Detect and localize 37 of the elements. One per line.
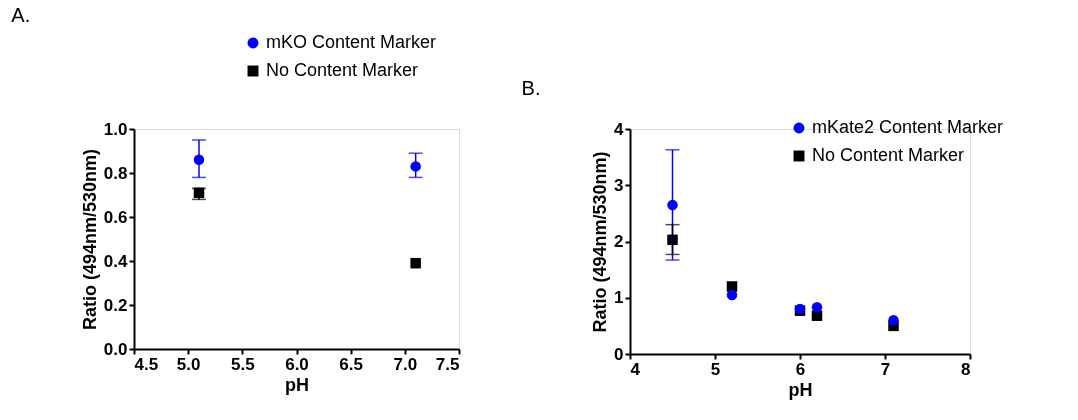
legend-label: mKate2 Content Marker <box>812 117 1004 137</box>
y-tick-label: 1.0 <box>103 119 128 139</box>
text: B. <box>521 77 541 99</box>
y-tick-label: 0.0 <box>103 339 128 359</box>
point <box>667 234 678 246</box>
y-axis-title: Ratio (494nm/530nm) <box>79 148 100 331</box>
y-tick-label: 4 <box>614 119 625 139</box>
text: A. <box>11 4 31 26</box>
y-tick-label: 1 <box>614 288 624 308</box>
x-tick-label: 7.0 <box>393 354 418 374</box>
x-tick-label: 5 <box>710 359 721 379</box>
y-tick-label: 3 <box>614 175 624 195</box>
y-axis-title: Ratio (494nm/530nm) <box>590 151 611 333</box>
x-tick-label: 5.5 <box>231 354 255 374</box>
point <box>726 289 738 301</box>
y-tick-label: 0 <box>614 344 624 364</box>
y-tick-label: 0.8 <box>103 163 128 183</box>
y-tick-label: 0.6 <box>103 207 128 227</box>
y-tick-label: 0.4 <box>103 251 129 271</box>
x-tick-label: 7 <box>880 359 891 379</box>
x-tick-label: 5.0 <box>176 354 201 374</box>
x-tick-label: 6 <box>795 359 806 379</box>
x-tick-label: 7.5 <box>435 354 460 374</box>
x-tick-label: 6.5 <box>339 354 363 374</box>
x-axis-title: pH <box>788 379 813 400</box>
x-axis-title: pH <box>285 374 309 395</box>
legend-label: No Content Marker <box>812 145 965 165</box>
x-tick-label: 4.5 <box>134 354 159 374</box>
y-tick-label: 0.2 <box>103 295 128 315</box>
x-tick-label: 6.0 <box>285 354 309 374</box>
legend-label: mKO Content Marker <box>266 32 437 52</box>
x-tick-label: 4 <box>630 359 641 379</box>
legend-label: No Content Marker <box>266 60 419 80</box>
point <box>888 315 899 326</box>
x-tick-label: 8 <box>961 359 971 379</box>
point <box>811 302 823 313</box>
y-tick-label: 2 <box>614 232 624 251</box>
